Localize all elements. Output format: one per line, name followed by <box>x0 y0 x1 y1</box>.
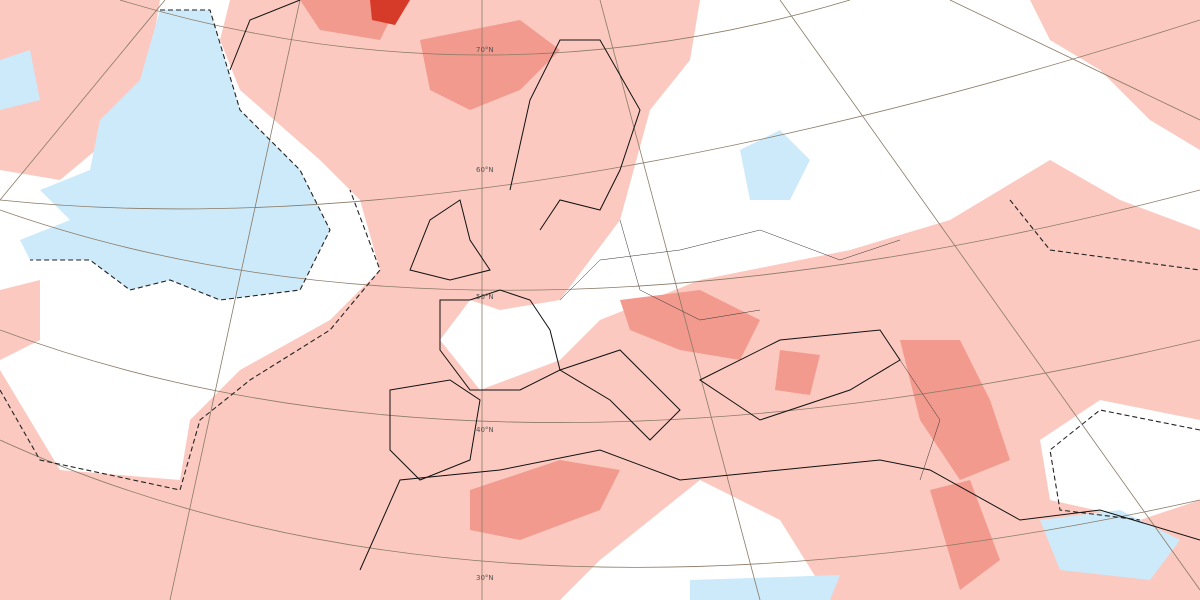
cold-anomaly <box>0 10 1180 600</box>
latitude-label: 30°N <box>476 574 494 582</box>
latitude-label: 40°N <box>476 426 494 434</box>
latitude-labels: 70°N 60°N 50°N 40°N 30°N <box>476 46 494 582</box>
latitude-label: 70°N <box>476 46 494 54</box>
latitude-label: 60°N <box>476 166 494 174</box>
extreme-warm-anomaly <box>370 0 410 25</box>
latitude-label: 50°N <box>476 293 494 301</box>
anomaly-contour <box>0 9 1200 521</box>
borders <box>559 219 941 481</box>
